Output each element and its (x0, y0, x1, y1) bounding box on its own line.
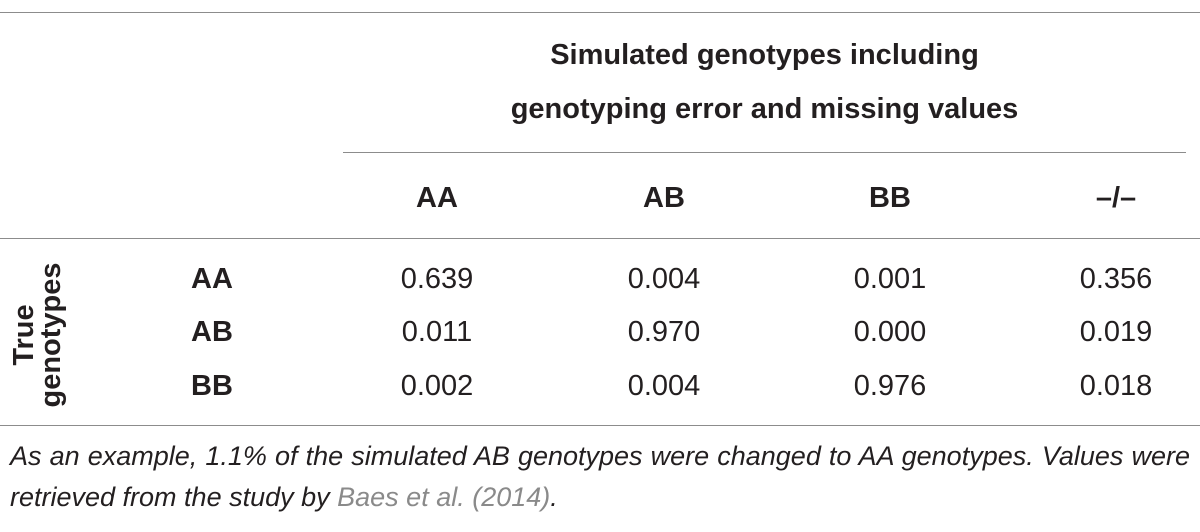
table-cell: 0.018 (1079, 370, 1153, 402)
table-cell: 0.356 (1079, 263, 1153, 295)
top-rule (0, 12, 1200, 13)
row-header-bb: BB (191, 370, 233, 402)
column-group-header: Simulated genotypes including genotyping… (343, 28, 1186, 136)
table-cell: 0.001 (853, 263, 927, 295)
column-header-ab: AB (643, 182, 685, 214)
table-cell: 0.976 (853, 370, 927, 402)
table-cell: 0.002 (400, 370, 474, 402)
column-header-aa: AA (416, 182, 458, 214)
row-header-aa: AA (191, 263, 233, 295)
column-group-header-line-2: genotyping error and missing values (510, 93, 1019, 125)
table-cell: 0.019 (1079, 316, 1153, 348)
table-cell: 0.639 (400, 263, 474, 295)
table-cell: 0.004 (627, 263, 701, 295)
table-footnote: As an example, 1.1% of the simulated AB … (10, 436, 1190, 518)
footnote-text: As an example, 1.1% of the simulated AB … (10, 441, 1190, 512)
table-cell: 0.970 (627, 316, 701, 348)
table-cell: 0.004 (627, 370, 701, 402)
footnote-end: . (550, 482, 558, 512)
table-cell: 0.000 (853, 316, 927, 348)
citation-link[interactable]: Baes et al. (2014) (337, 482, 551, 512)
header-body-rule (0, 238, 1200, 239)
row-group-label: True genotypes (8, 262, 67, 408)
column-header-bb: BB (869, 182, 911, 214)
row-group-label-line-1: True (8, 304, 40, 366)
bottom-rule (0, 425, 1200, 426)
row-group-label-line-2: genotypes (35, 262, 67, 408)
row-header-ab: AB (191, 316, 233, 348)
table-cell: 0.011 (401, 316, 473, 348)
column-group-rule (343, 152, 1186, 153)
column-header-missing: –/– (1095, 182, 1137, 214)
column-group-header-line-1: Simulated genotypes including (550, 39, 979, 71)
